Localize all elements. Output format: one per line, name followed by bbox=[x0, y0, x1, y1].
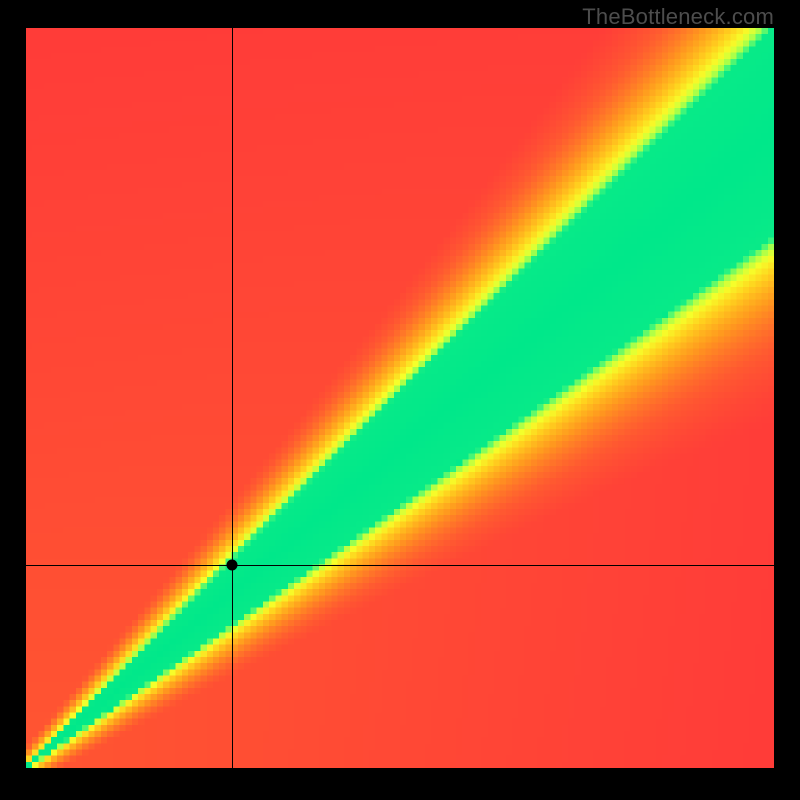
watermark-text: TheBottleneck.com bbox=[582, 4, 774, 30]
heatmap-plot bbox=[26, 28, 774, 768]
chart-frame: TheBottleneck.com bbox=[0, 0, 800, 800]
heatmap-canvas bbox=[26, 28, 774, 768]
